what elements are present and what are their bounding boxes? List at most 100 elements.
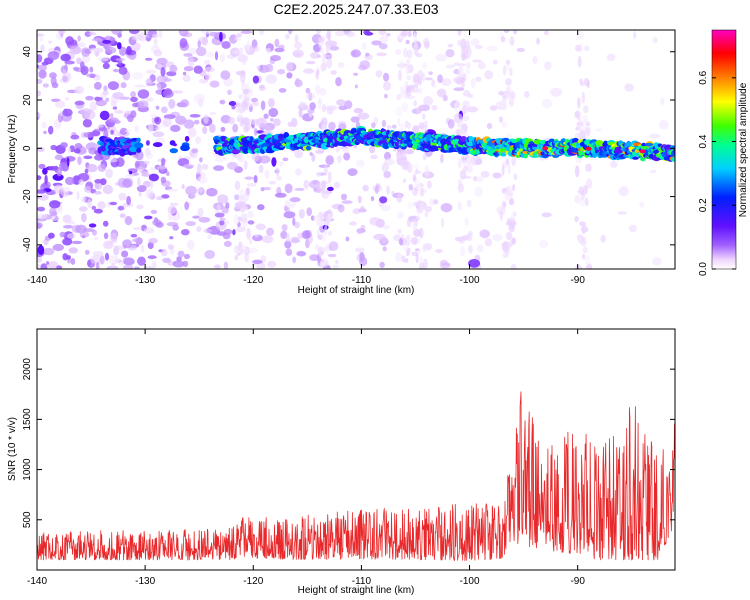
spectrogram-blob <box>624 83 634 92</box>
spectrogram-blob <box>88 223 97 228</box>
spectrogram-blob <box>305 60 316 65</box>
spectrogram-blob <box>577 56 582 68</box>
spectrogram-blob <box>439 262 451 269</box>
spectrogram-blob <box>532 55 538 64</box>
spectrogram-blob <box>253 127 258 136</box>
spectrogram-blob <box>239 73 246 83</box>
spectrogram-blob <box>359 205 365 213</box>
spectrogram-blob <box>330 70 337 75</box>
spectrogram-blob <box>283 132 290 139</box>
spectrogram-blob <box>229 34 238 44</box>
spectrogram-blob <box>75 224 87 234</box>
spectrogram-blob <box>48 165 60 171</box>
spectrogram-blob <box>274 47 285 53</box>
colorbar-tick-label: 0.6 <box>698 70 709 84</box>
spectrogram-blob <box>586 178 593 189</box>
spectrogram-blob <box>618 186 629 197</box>
spectrogram-blob <box>301 230 311 240</box>
spectrogram-blob <box>37 175 42 181</box>
spectrogram-blob <box>511 237 516 245</box>
spectrogram-panel: -140 -130 -120 -110 -100 -90 -40 -20 0 20 40 Heig… <box>7 29 676 296</box>
spectrogram-blob <box>486 45 498 52</box>
spectrogram-blob <box>94 191 102 195</box>
snr-panel: -140 -130 -120 -110 -100 -90 500100015002000 … <box>7 328 676 596</box>
spectrogram-blob <box>106 125 117 133</box>
spectrogram-blob <box>583 105 589 114</box>
spectrogram-blob <box>292 256 297 264</box>
spectrogram-blob <box>37 54 43 63</box>
spectrogram-blob <box>154 116 162 125</box>
spectrogram-blob <box>166 188 179 192</box>
spectrogram-blob <box>103 85 108 92</box>
spectrogram-blob <box>233 213 240 226</box>
spectrogram-blob <box>408 184 413 191</box>
spectrogram-blob <box>405 234 411 247</box>
spectrogram-blob <box>306 92 316 100</box>
spectrogram-blob <box>462 234 470 241</box>
spectrogram-blob <box>509 220 514 231</box>
spectrogram-blob <box>223 77 233 87</box>
spectrogram-blob <box>60 53 71 62</box>
spectrogram-blob <box>585 163 592 172</box>
spectrogram-blob <box>88 32 97 36</box>
snr-x-label: Height of straight line (km) <box>298 585 415 596</box>
spectrogram-blob <box>104 252 110 261</box>
spectrogram-blob <box>186 240 195 250</box>
spectrogram-blob <box>69 45 82 55</box>
spectrogram-blob <box>425 77 433 81</box>
spectrogram-blob <box>464 40 471 49</box>
spectrogram-blob <box>406 218 412 228</box>
spectrogram-blob <box>105 35 111 41</box>
spectrogram-blob <box>181 184 185 190</box>
spectrogram-blob <box>167 244 174 250</box>
spectrogram-blob <box>83 155 93 160</box>
snr-x-tick-label: -120 <box>243 576 263 587</box>
spectrogram-blob <box>126 46 132 55</box>
spectrogram-blob <box>353 72 358 76</box>
spectrogram-blob <box>258 155 271 164</box>
spectrogram-blob <box>280 230 288 239</box>
spectrogram-blob <box>576 121 584 127</box>
spectrogram-blob <box>284 240 292 249</box>
spectrogram-blob <box>62 75 68 83</box>
spectrogram-blob <box>94 96 104 101</box>
spectrogram-blob <box>510 264 517 269</box>
spectrogram-blob <box>294 187 305 191</box>
spectrogram-blob <box>550 87 563 97</box>
spectrogram-blob <box>578 78 584 85</box>
spectrogram-blob <box>477 244 484 253</box>
spectrogram-blob <box>283 211 296 219</box>
spectrogram-blob <box>196 226 202 232</box>
spectrogram-blob <box>445 64 456 69</box>
spectrogram-blob <box>117 42 122 50</box>
spectrogram-blob <box>49 200 61 209</box>
spectrogram-blob <box>178 30 189 37</box>
spectrogram-blob <box>314 216 322 224</box>
spectrogram-blob <box>369 217 382 226</box>
spectrogram-blob <box>536 37 540 45</box>
spectrogram-blob <box>202 126 208 134</box>
spectrogram-blob <box>327 186 334 192</box>
spectrogram-blob <box>467 232 473 242</box>
spectrogram-blob <box>51 82 59 89</box>
spectrogram-blob <box>97 201 106 210</box>
snr-x-tick-label: -110 <box>352 576 372 587</box>
spectrogram-blob <box>244 121 251 131</box>
spectrogram-blob <box>199 157 203 163</box>
spectrogram-blob <box>498 116 504 123</box>
spectrogram-blob <box>391 124 397 129</box>
spectrogram-blob <box>141 244 145 253</box>
spectrogram-blob <box>325 46 330 54</box>
spectrogram-blob <box>256 65 261 70</box>
spectrogram-blob <box>578 186 584 195</box>
spectrogram-blob <box>418 122 425 130</box>
spectrogram-blob <box>64 97 70 101</box>
spectrogram-blob <box>155 221 164 228</box>
spectrogram-blob <box>407 164 412 174</box>
spectrogram-blob <box>93 236 99 240</box>
spectrogram-blob <box>52 243 64 252</box>
spectrogram-blob <box>479 229 491 239</box>
spectrogram-blob <box>279 161 284 167</box>
spectrogram-blob <box>303 68 315 74</box>
spectrogram-blob <box>413 163 420 169</box>
